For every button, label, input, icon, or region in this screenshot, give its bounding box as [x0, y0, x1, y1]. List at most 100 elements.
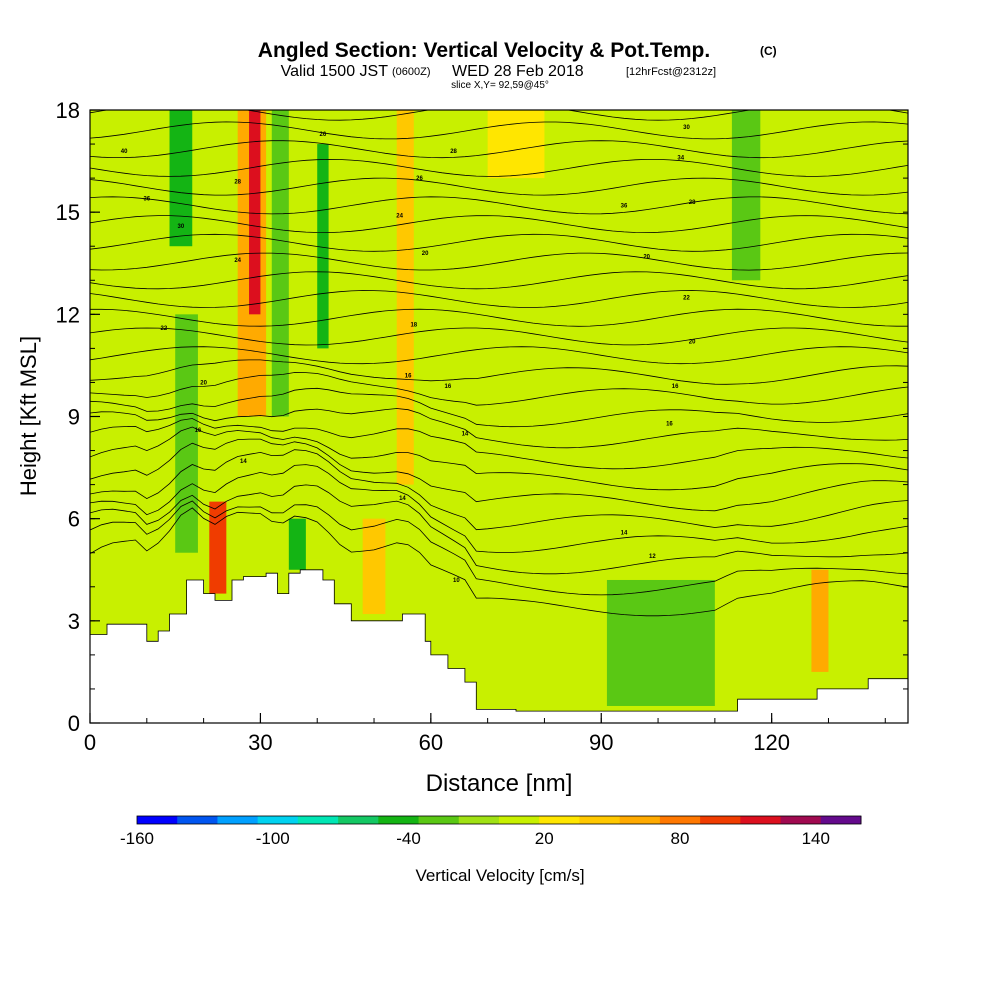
velocity-zone — [271, 110, 289, 417]
isentrope-label: 14 — [399, 496, 406, 502]
isentrope-line — [90, 327, 908, 346]
isentrope-label: 24 — [396, 214, 403, 220]
colorbar-swatch — [418, 816, 460, 824]
colorbar-swatch — [257, 816, 299, 824]
isentrope-label: 34 — [677, 156, 684, 162]
isentrope-line — [90, 426, 908, 491]
isentrope-line — [90, 387, 908, 428]
x-tick-label: 0 — [84, 730, 96, 755]
isentrope-line — [90, 252, 908, 271]
y-tick-label: 9 — [68, 405, 80, 430]
isentrope-label: 28 — [450, 149, 457, 155]
x-tick-label: 90 — [589, 730, 613, 755]
colorbar-swatch — [619, 816, 661, 824]
utc-time: (0600Z) — [392, 66, 431, 78]
x-axis: 0 30 60 90 120 — [84, 713, 886, 755]
velocity-zone — [175, 314, 198, 553]
isentrope-lines — [90, 110, 908, 617]
isentrope-line — [90, 233, 908, 252]
y-axis: 0 36 9 12 15 18 — [56, 98, 908, 736]
isentrope-line — [90, 484, 908, 575]
colorbar-swatch — [177, 816, 218, 824]
colorbar-swatch — [539, 816, 580, 824]
isentrope-label: 26 — [416, 176, 423, 182]
isentrope-label: 28 — [234, 180, 241, 186]
isentrope-label: 22 — [161, 326, 168, 332]
isentrope-label: 12 — [649, 554, 656, 560]
colorbar-tick-label: -40 — [396, 829, 421, 848]
colorbar-swatch — [338, 816, 379, 824]
colorbar-swatch — [378, 816, 420, 824]
isentrope-label: 10 — [453, 578, 460, 584]
isentrope-line — [90, 290, 908, 308]
isentrope-line — [90, 408, 908, 449]
isentrope-line — [90, 196, 908, 215]
colorbar — [136, 815, 862, 825]
colorbar-label: Vertical Velocity [cm/s] — [415, 866, 584, 885]
colorbar-swatch — [499, 816, 540, 824]
isentrope-line — [90, 500, 908, 596]
velocity-zone — [606, 579, 715, 706]
y-tick-label: 3 — [68, 609, 80, 634]
colorbar-swatch — [297, 816, 339, 824]
isentrope-line — [90, 507, 908, 617]
isentrope-line — [90, 346, 908, 365]
x-tick-label: 120 — [753, 730, 790, 755]
isentrope-label: 30 — [178, 224, 185, 230]
isentrope-label: 36 — [143, 197, 150, 203]
isentrope-label: 24 — [234, 258, 241, 264]
isentrope-label: 36 — [621, 203, 628, 209]
colorbar-frame — [136, 815, 862, 825]
copyright-mark: (C) — [760, 44, 777, 58]
isentrope-label: 14 — [621, 530, 628, 536]
isentrope-label: 16 — [666, 421, 673, 427]
isentrope-line — [90, 464, 908, 553]
isentrope-label: 26 — [320, 132, 327, 138]
isentrope-label: 18 — [410, 323, 417, 329]
velocity-zone — [288, 518, 306, 570]
isentrope-line — [90, 372, 908, 406]
y-tick-label: 18 — [56, 98, 80, 123]
isentrope-line — [90, 308, 908, 327]
isentrope-line — [90, 271, 908, 290]
y-tick-label: 15 — [56, 200, 80, 225]
isentrope-label: 16 — [195, 428, 202, 434]
velocity-zone — [362, 518, 386, 615]
isentrope-label: 20 — [643, 254, 650, 260]
colorbar-swatch — [579, 816, 621, 824]
isentrope-line — [90, 121, 908, 140]
isentrope-label: 20 — [200, 380, 207, 386]
terrain-mask — [89, 569, 909, 724]
isentrope-line — [90, 177, 908, 196]
velocity-zone — [209, 501, 227, 594]
isentrope-line — [90, 418, 908, 470]
colorbar-swatch — [659, 816, 701, 824]
isentrope-label: 16 — [672, 384, 679, 390]
colorbar-swatch — [820, 816, 862, 824]
isentrope-label: 14 — [462, 432, 469, 438]
isentrope-label: 20 — [689, 340, 696, 346]
isentrope-label: 22 — [683, 295, 690, 301]
colorbar-swatch — [780, 816, 822, 824]
isentrope-label: 40 — [121, 149, 128, 155]
isentrope-line — [90, 158, 908, 177]
slice-info: slice X,Y= 92,59@45° — [451, 80, 549, 91]
isentrope-label: 28 — [689, 200, 696, 206]
isentrope-label: 14 — [240, 459, 247, 465]
isentrope-line — [90, 438, 908, 512]
colorbar-swatch — [137, 816, 178, 824]
isentrope-label: 30 — [683, 125, 690, 131]
colorbar-tick-label: 140 — [802, 829, 830, 848]
forecast-info: [12hrFcst@2312z] — [626, 66, 716, 78]
isentrope-line — [90, 140, 908, 159]
isentrope-labels: 40 36 30 28 24 22 20 16 14 26 28 26 24 20 18 16 16 14 14 10… — [121, 125, 696, 584]
colorbar-tick-label: 20 — [535, 829, 554, 848]
isentrope-line — [90, 449, 908, 531]
x-tick-label: 30 — [248, 730, 272, 755]
colorbar-tick-label: -160 — [120, 829, 154, 848]
y-axis-label: Height [Kft MSL] — [16, 336, 41, 496]
y-tick-label: 0 — [68, 711, 80, 736]
velocity-zone — [487, 110, 545, 179]
isentrope-line — [90, 359, 908, 385]
isentrope-label: 20 — [422, 251, 429, 257]
